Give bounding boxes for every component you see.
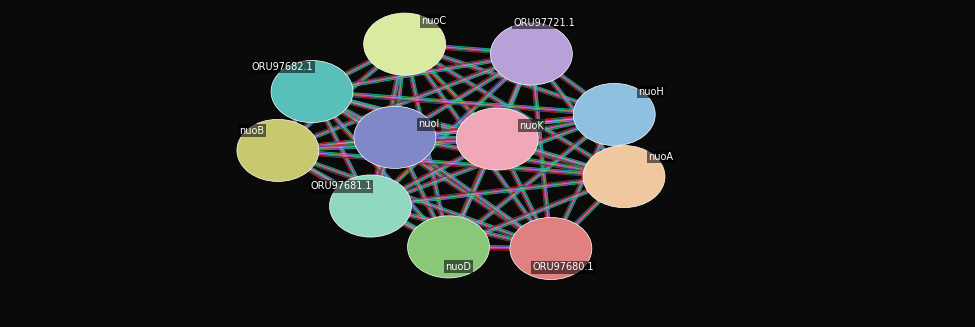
Text: nuoH: nuoH xyxy=(639,87,664,96)
Ellipse shape xyxy=(408,216,489,278)
Text: nuoK: nuoK xyxy=(519,121,544,131)
Text: nuoA: nuoA xyxy=(648,152,674,162)
Ellipse shape xyxy=(573,83,655,146)
Ellipse shape xyxy=(583,146,665,208)
Ellipse shape xyxy=(456,108,538,170)
Text: nuoC: nuoC xyxy=(421,16,447,26)
Ellipse shape xyxy=(354,106,436,168)
Ellipse shape xyxy=(271,60,353,123)
Text: nuoD: nuoD xyxy=(446,262,471,271)
Text: ORU97680.1: ORU97680.1 xyxy=(532,263,595,272)
Ellipse shape xyxy=(330,175,411,237)
Text: ORU97721.1: ORU97721.1 xyxy=(513,18,575,28)
Ellipse shape xyxy=(237,119,319,181)
Text: ORU97682.1: ORU97682.1 xyxy=(252,62,314,72)
Text: nuoB: nuoB xyxy=(239,126,264,136)
Ellipse shape xyxy=(490,23,572,85)
Ellipse shape xyxy=(364,13,446,75)
Ellipse shape xyxy=(510,217,592,280)
Text: ORU97681.1: ORU97681.1 xyxy=(310,181,372,191)
Text: nuoI: nuoI xyxy=(418,119,440,129)
